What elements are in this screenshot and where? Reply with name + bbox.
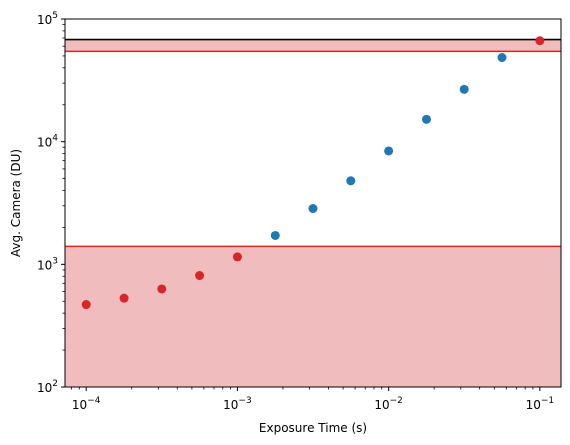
plot-area	[64, 18, 562, 388]
x-axis-ticks: 10−4 10−3 10−2 10−1	[71, 387, 555, 412]
x-tick-label: 10−1	[526, 396, 555, 412]
shaded-band-0	[65, 246, 561, 387]
data-point-out_of_range-1	[119, 293, 129, 303]
data-point-in_range-0	[270, 230, 280, 240]
data-point-out_of_range-4	[232, 252, 242, 262]
shaded-band-1	[65, 39, 561, 52]
y-tick-label: 103	[37, 256, 58, 272]
data-point-in_range-2	[346, 176, 356, 186]
y-tick-label: 102	[37, 379, 58, 395]
axes-frame	[64, 18, 562, 388]
shaded-bands	[65, 39, 561, 387]
x-axis-label: Exposure Time (s)	[259, 421, 367, 435]
x-tick-label: 10−2	[374, 396, 403, 412]
x-tick-label: 10−4	[72, 396, 101, 412]
data-points	[81, 36, 545, 310]
data-point-in_range-6	[497, 53, 507, 63]
data-point-out_of_range-0	[81, 300, 91, 310]
y-axis-label: Avg. Camera (DU)	[9, 149, 23, 257]
data-point-in_range-4	[422, 114, 432, 124]
y-tick-label: 105	[37, 11, 58, 27]
data-point-out_of_range-5	[535, 36, 545, 46]
x-tick-label: 10−3	[223, 396, 252, 412]
y-tick-label: 104	[37, 134, 58, 150]
data-point-out_of_range-3	[195, 271, 205, 281]
data-point-in_range-1	[308, 204, 318, 214]
y-axis-ticks: 102 103 104 105	[37, 11, 65, 395]
data-point-in_range-3	[384, 146, 394, 156]
data-point-out_of_range-2	[157, 284, 167, 294]
data-point-in_range-5	[459, 84, 469, 94]
